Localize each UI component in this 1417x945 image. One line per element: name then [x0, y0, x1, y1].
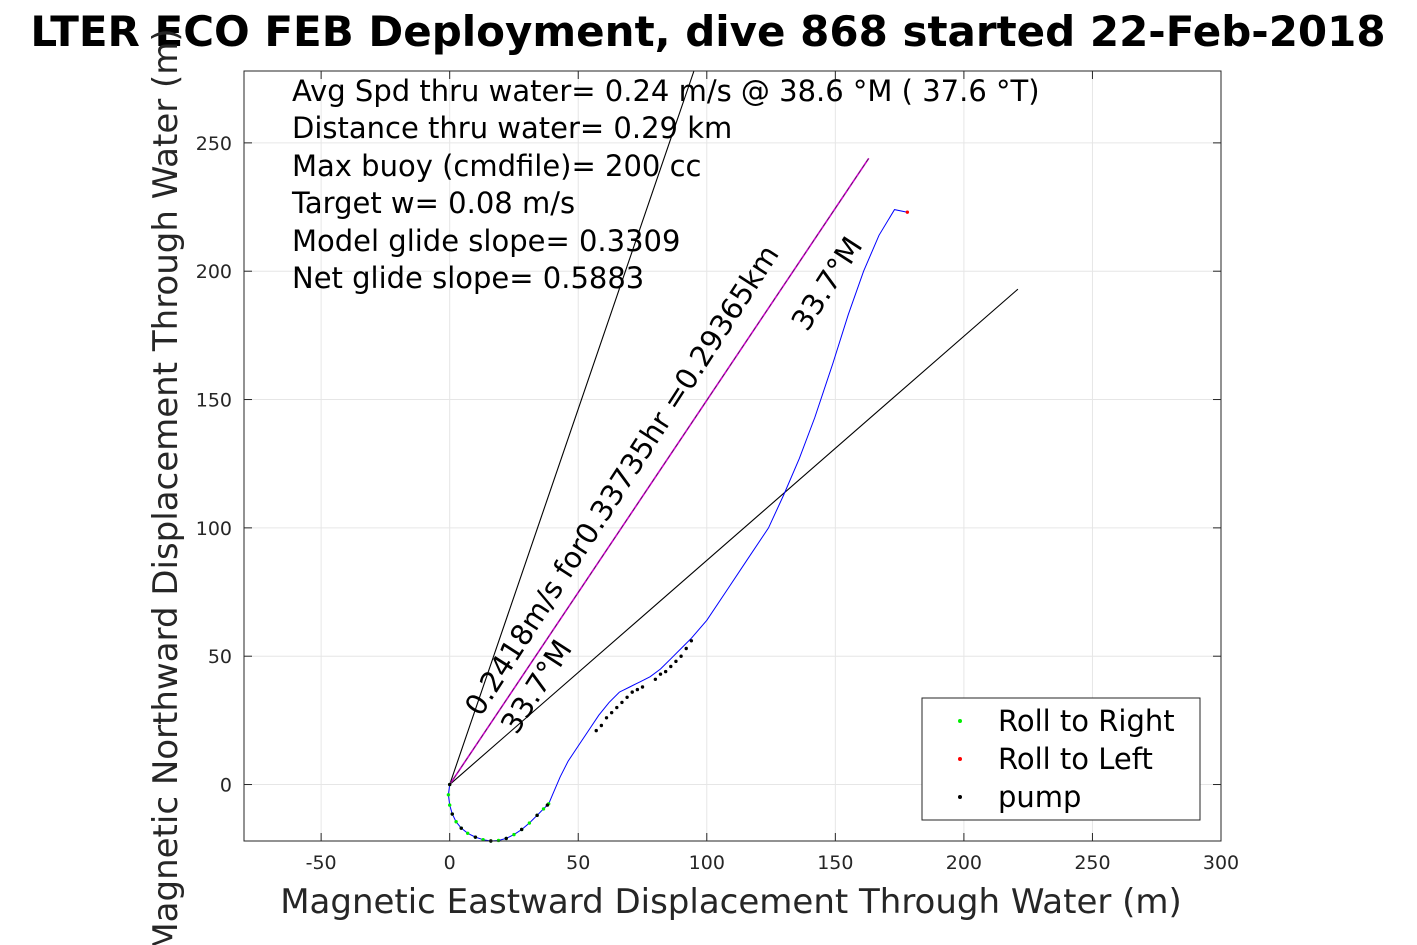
point-pump	[450, 812, 454, 816]
point-roll-to-right	[496, 838, 501, 843]
point-roll-to-right	[541, 807, 546, 811]
point-pump	[669, 664, 673, 669]
info-line-model-glide: Model glide slope= 0.3309	[292, 224, 680, 258]
legend-label-roll-left: Roll to Left	[998, 742, 1153, 776]
point-roll-to-right	[512, 832, 516, 837]
point-pump	[447, 782, 452, 787]
reference-line-bound-right	[449, 288, 1019, 785]
x-tick-label: 150	[817, 852, 853, 874]
info-line-avg-speed: Avg Spd thru water= 0.24 m/s @ 38.6 °M (…	[292, 74, 1040, 108]
point-pump	[615, 705, 619, 710]
glider-track	[447, 209, 908, 842]
reference-line-bound-left	[449, 70, 695, 785]
point-pump	[620, 700, 624, 705]
point-pump	[473, 835, 478, 839]
point-roll-to-right	[465, 831, 470, 835]
point-roll-to-right	[446, 793, 451, 797]
reference-lines	[449, 70, 1019, 785]
point-pump	[594, 728, 598, 733]
legend-label-roll-right: Roll to Right	[998, 704, 1175, 738]
legend-label-pump: pump	[998, 780, 1081, 814]
x-tick-label: 300	[1203, 852, 1239, 874]
info-line-net-glide: Net glide slope= 0.5883	[292, 261, 644, 295]
point-roll-to-right	[447, 803, 452, 807]
point-roll-to-left	[905, 210, 910, 214]
x-tick-label: 200	[946, 852, 982, 874]
y-tick-label: 200	[196, 261, 232, 283]
plot-frame	[243, 70, 1222, 842]
info-line-max-buoy: Max buoy (cmdfile)= 200 cc	[292, 149, 701, 183]
point-pump	[504, 836, 508, 841]
point-pump	[630, 690, 634, 694]
x-tick-label: 0	[444, 852, 456, 874]
point-pump	[599, 723, 604, 728]
point-pump	[684, 646, 688, 651]
point-pump	[519, 827, 524, 832]
point-pump	[653, 677, 658, 681]
x-tick-label: 50	[566, 852, 590, 874]
point-roll-to-right	[527, 821, 532, 825]
point-pump	[689, 639, 694, 643]
point-pump	[640, 685, 645, 689]
point-pump	[545, 803, 550, 807]
reference-line-heading	[449, 157, 870, 785]
x-tick-label: 100	[689, 852, 725, 874]
y-tick-label: 0	[220, 775, 232, 797]
x-tick-label: 250	[1074, 852, 1110, 874]
point-pump	[625, 695, 629, 699]
point-pump	[635, 687, 640, 692]
chart-title: LTER ECO FEB Deployment, dive 868 starte…	[30, 7, 1385, 56]
y-axis-label: Magnetic Northward Displacement Through …	[146, 28, 186, 945]
legend-marker-roll-left	[958, 757, 962, 761]
track-line	[447, 209, 908, 842]
legend: Roll to Right Roll to Left pump	[921, 697, 1201, 821]
info-line-distance: Distance thru water= 0.29 km	[292, 111, 732, 145]
point-roll-to-right	[454, 820, 458, 824]
point-pump	[679, 654, 683, 658]
y-tick-label: 50	[208, 646, 232, 668]
x-axis-label: Magnetic Eastward Displacement Through W…	[280, 882, 1182, 922]
point-pump	[674, 659, 678, 664]
legend-box	[921, 697, 1201, 821]
info-line-target-w: Target w= 0.08 m/s	[291, 186, 575, 220]
point-pump	[658, 672, 663, 676]
y-tick-label: 150	[196, 390, 232, 412]
axis-ticks: -50 0 50 100 150 200 250 300 0 50 100 150 200 250	[196, 71, 1239, 874]
x-tick-label: -50	[306, 852, 337, 874]
legend-marker-roll-right	[958, 719, 962, 723]
point-pump	[663, 669, 668, 674]
point-pump	[604, 716, 609, 720]
info-text: Avg Spd thru water= 0.24 m/s @ 38.6 °M (…	[291, 74, 1040, 295]
y-tick-label: 100	[196, 518, 232, 540]
point-pump	[535, 813, 539, 818]
legend-marker-pump	[958, 795, 962, 799]
data-points	[446, 210, 910, 843]
point-pump	[609, 710, 614, 715]
y-tick-label: 250	[196, 133, 232, 155]
point-pump	[459, 826, 463, 830]
